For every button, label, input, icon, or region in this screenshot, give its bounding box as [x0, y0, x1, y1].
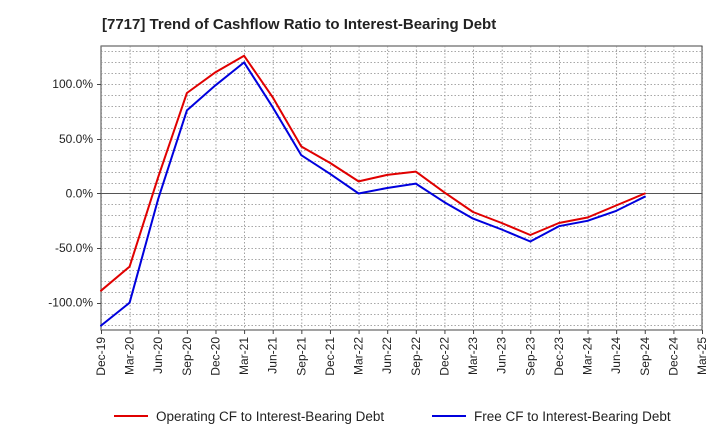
x-tick-label: Mar-23: [466, 337, 480, 375]
x-tick-label: Dec-24: [666, 337, 680, 376]
x-tick-label: Sep-20: [180, 337, 194, 376]
x-tick-label: Dec-23: [552, 337, 566, 376]
x-tick-label: Jun-23: [495, 337, 509, 374]
series-line-free-cf: [100, 61, 646, 327]
x-tick-label: Dec-20: [208, 337, 222, 376]
x-tick-label: Jun-22: [380, 337, 394, 374]
x-tick-label: Mar-22: [352, 337, 366, 375]
x-tick-label: Sep-24: [638, 337, 652, 376]
x-tick-label: Mar-25: [695, 337, 709, 375]
x-tick-label: Sep-21: [294, 337, 308, 376]
x-tick-label: Dec-21: [323, 337, 337, 376]
x-tick-label: Jun-21: [266, 337, 280, 374]
x-tick-label: Mar-20: [123, 337, 137, 375]
y-tick-label: 50.0%: [59, 132, 93, 146]
chart-title: [7717] Trend of Cashflow Ratio to Intere…: [102, 16, 497, 33]
y-tick-label: 100.0%: [52, 77, 93, 91]
legend-swatch-operating-cf: [114, 415, 148, 417]
legend: Operating CF to Interest-Bearing Debt Fr…: [0, 404, 720, 428]
x-tick-label: Mar-24: [581, 337, 595, 375]
plot-area: [100, 45, 703, 331]
x-tick-label: Sep-23: [523, 337, 537, 376]
series-line-operating-cf: [100, 54, 646, 292]
y-tick-label: -50.0%: [55, 241, 93, 255]
x-tick-label: Jun-20: [151, 337, 165, 374]
x-tick-label: Mar-21: [237, 337, 251, 375]
legend-label-free-cf: Free CF to Interest-Bearing Debt: [474, 408, 671, 424]
x-tick-label: Dec-19: [94, 337, 108, 376]
x-tick-label: Jun-24: [609, 337, 623, 374]
x-tick-label: Dec-22: [437, 337, 451, 376]
y-tick-label: -100.0%: [48, 296, 93, 310]
legend-item-free-cf: Free CF to Interest-Bearing Debt: [432, 404, 671, 428]
y-tick-label: 0.0%: [66, 186, 94, 200]
legend-item-operating-cf: Operating CF to Interest-Bearing Debt: [114, 404, 384, 428]
legend-swatch-free-cf: [432, 415, 466, 417]
legend-label-operating-cf: Operating CF to Interest-Bearing Debt: [156, 408, 385, 424]
x-tick-label: Sep-22: [409, 337, 423, 376]
